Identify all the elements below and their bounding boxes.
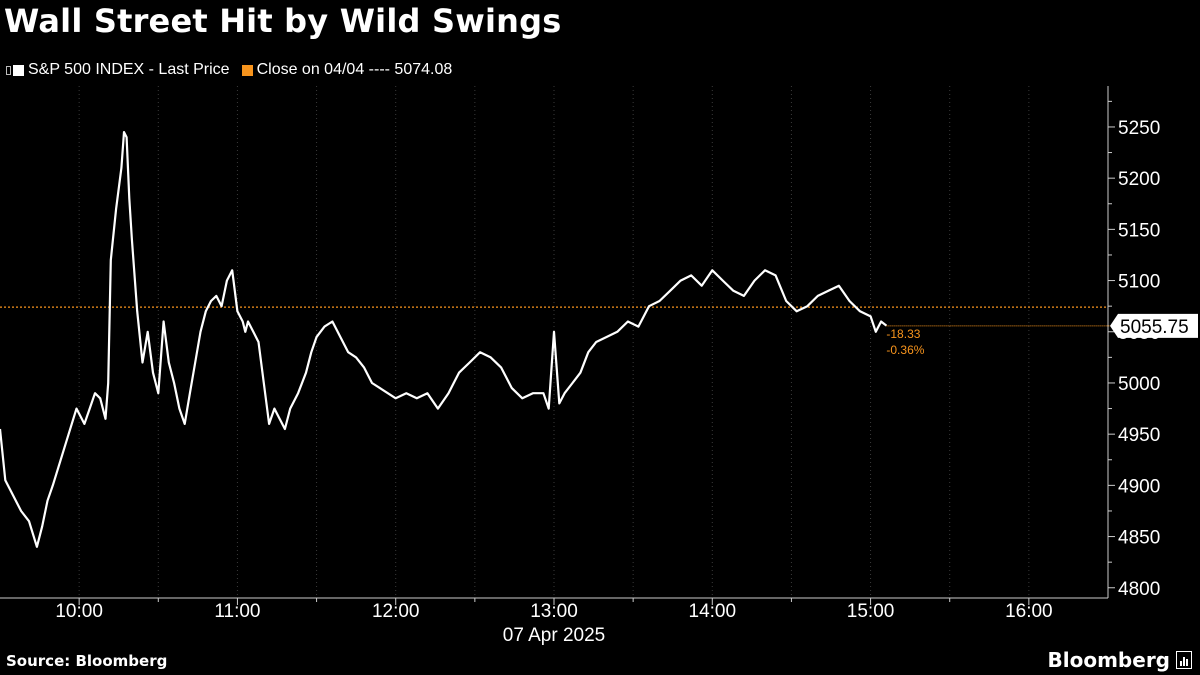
reference-swatch <box>241 64 253 76</box>
x-tick-label: 11:00 <box>214 601 260 622</box>
legend-series-label: S&P 500 INDEX - Last Price <box>28 61 230 78</box>
y-tick-label: 4800 <box>1118 579 1160 600</box>
series-line-sp500 <box>0 131 888 548</box>
brand-name: Bloomberg <box>1047 648 1170 672</box>
x-tick-label: 12:00 <box>372 601 420 622</box>
x-tick-label: 10:00 <box>55 601 103 622</box>
series-toggle-icon[interactable] <box>6 65 11 75</box>
brand-logo: Bloomberg <box>1048 648 1192 672</box>
y-tick-label: 5200 <box>1118 169 1160 190</box>
last-value-tag <box>1110 313 1198 338</box>
y-tick-label: 5150 <box>1118 220 1160 241</box>
last-value-label: 5055.75 <box>1120 317 1189 338</box>
x-tick-label: 14:00 <box>689 601 737 622</box>
y-tick-label: 4950 <box>1118 425 1160 446</box>
x-tick-label: 16:00 <box>1005 601 1053 622</box>
series-swatch <box>13 64 24 76</box>
last-value-change: -18.33 <box>886 327 920 341</box>
y-tick-label: 5000 <box>1118 374 1160 395</box>
chart-title: Wall Street Hit by Wild Swings <box>4 2 562 40</box>
y-tick-label: 5250 <box>1118 118 1160 139</box>
y-tick-label: 4850 <box>1118 528 1160 549</box>
y-tick-label: 5100 <box>1118 272 1160 293</box>
x-date-label: 07 Apr 2025 <box>503 625 605 646</box>
x-tick-label: 15:00 <box>847 601 895 622</box>
x-tick-label: 13:00 <box>530 601 578 622</box>
bloomberg-logo-icon <box>1176 651 1192 669</box>
chart-legend: S&P 500 INDEX - Last Price Close on 04/0… <box>6 61 452 79</box>
source-note: Source: Bloomberg <box>6 652 168 670</box>
last-value-change-pct: -0.36% <box>886 343 924 357</box>
legend-reference-label: Close on 04/04 ---- 5074.08 <box>256 61 453 78</box>
y-tick-label: 4900 <box>1118 476 1160 497</box>
